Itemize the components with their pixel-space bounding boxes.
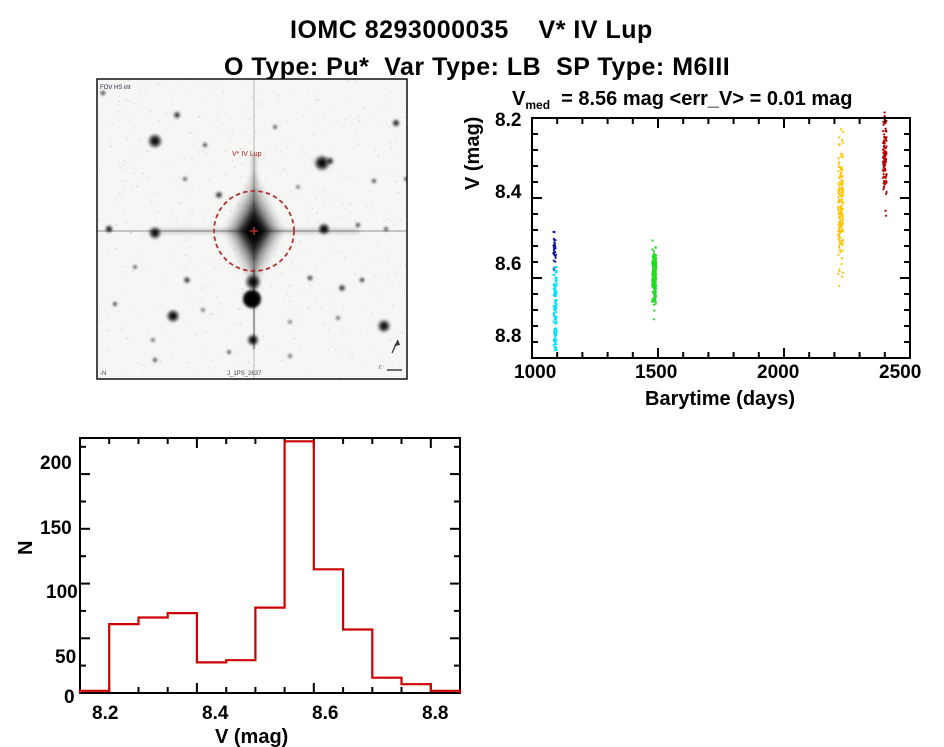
svg-text:-N: -N <box>100 371 106 377</box>
svg-text:FOV HS int: FOV HS int <box>100 85 131 91</box>
svg-text:V* IV Lup: V* IV Lup <box>232 151 262 158</box>
svg-text:r:: r: <box>379 365 383 371</box>
svg-text:J_1PS_2637: J_1PS_2637 <box>227 371 262 377</box>
